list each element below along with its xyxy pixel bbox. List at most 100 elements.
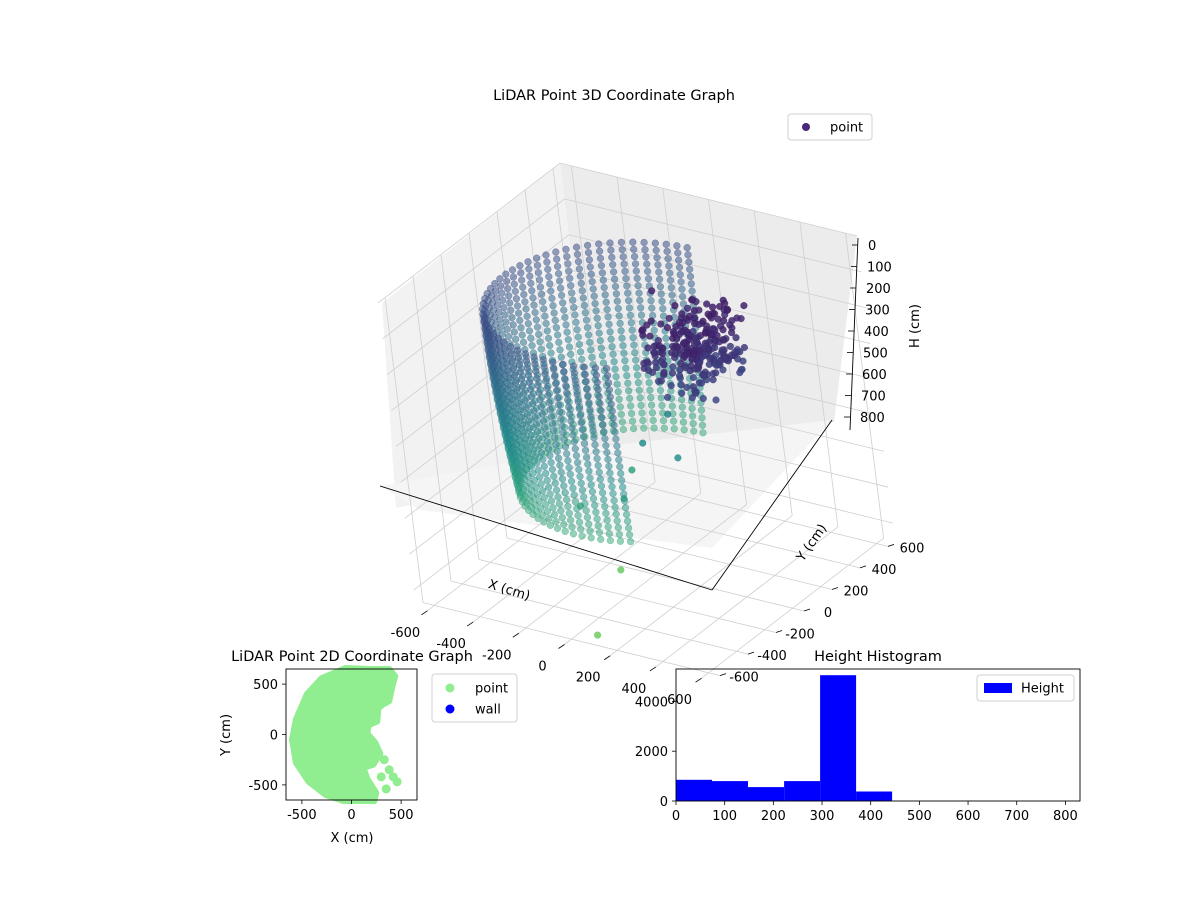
grid-3d-line <box>382 198 862 340</box>
point-3d <box>645 378 653 387</box>
point-3d <box>632 364 641 372</box>
z-tick-label: 800 <box>860 411 885 426</box>
point-3d <box>646 332 654 340</box>
point-3d <box>637 304 645 312</box>
point-3d <box>537 480 545 488</box>
y-tick-mark <box>831 587 839 590</box>
point-3d <box>584 331 593 339</box>
point-3d <box>629 238 637 246</box>
point-3d <box>515 361 524 369</box>
point-3d <box>606 239 614 247</box>
point-3d <box>690 307 699 315</box>
point-3d <box>588 488 597 496</box>
point-3d <box>648 287 656 295</box>
point-3d <box>516 316 524 325</box>
point-3d <box>501 311 509 319</box>
point-3d <box>691 389 700 398</box>
point-3d <box>528 438 537 446</box>
point-3d <box>558 422 566 430</box>
point-3d <box>599 276 607 284</box>
point-3d <box>537 448 546 457</box>
point-3d <box>734 355 742 363</box>
point-3d <box>674 256 683 264</box>
point-3d <box>611 365 619 373</box>
point-3d <box>566 410 574 418</box>
point-3d <box>539 356 547 364</box>
histogram-title: Height Histogram <box>814 649 942 665</box>
point-3d <box>550 365 558 374</box>
histogram-bar <box>712 781 748 801</box>
point-3d <box>653 253 661 262</box>
point-3d <box>530 445 538 453</box>
point-3d <box>612 290 621 298</box>
point-3d <box>608 483 616 491</box>
point-3d <box>625 387 633 395</box>
z-axis-label: H (cm) <box>908 304 923 348</box>
point-3d <box>658 349 667 357</box>
point-3d <box>603 371 612 380</box>
point-3d <box>598 269 607 277</box>
point-3d <box>642 253 650 261</box>
point-3d <box>540 363 548 371</box>
point-3d <box>528 287 536 295</box>
z-tick-label: 600 <box>862 368 887 383</box>
point-3d <box>694 365 702 373</box>
point-3d <box>690 319 699 328</box>
y-tick-label: -200 <box>785 628 815 643</box>
point-3d <box>620 260 628 268</box>
point-3d <box>602 441 610 450</box>
point-3d <box>622 364 630 372</box>
point-3d <box>541 312 549 320</box>
point-3d <box>529 469 537 478</box>
point-3d <box>549 426 558 435</box>
point-3d <box>486 284 495 293</box>
point-3d <box>563 450 571 458</box>
point-3d <box>626 311 635 320</box>
point-3d <box>563 389 571 397</box>
point-3d <box>516 368 525 376</box>
z-tick-label: 200 <box>866 282 891 297</box>
point-3d <box>581 309 590 317</box>
point-3d <box>569 431 577 439</box>
point-3d <box>613 517 621 525</box>
histogram-legend-swatch <box>984 683 1012 693</box>
point-3d <box>561 313 569 322</box>
point-3d <box>697 406 706 414</box>
point-3d <box>604 455 612 464</box>
point-3d <box>579 432 588 441</box>
point-3d <box>596 399 604 408</box>
point-3d <box>631 348 639 357</box>
point-2d <box>379 755 389 765</box>
histogram-xtick-label: 200 <box>761 809 786 824</box>
point-3d <box>666 276 675 285</box>
x-tick-mark <box>558 644 565 649</box>
grid-3d-line <box>384 297 424 603</box>
legend-3d-box <box>787 113 873 141</box>
point-3d <box>669 417 678 425</box>
point-3d <box>627 402 635 410</box>
point-3d <box>533 459 541 467</box>
point-3d <box>555 338 563 347</box>
point-3d <box>522 305 530 313</box>
point-3d <box>635 289 643 297</box>
point-3d <box>522 357 531 365</box>
point-3d <box>619 425 628 434</box>
point-3d <box>664 410 672 418</box>
point-3d <box>544 265 552 273</box>
point-3d <box>569 530 578 538</box>
point-3d <box>670 425 678 433</box>
grid-3d-line <box>799 221 839 528</box>
point-3d <box>523 410 531 418</box>
point-3d <box>521 350 530 358</box>
point-3d <box>601 502 609 511</box>
point-3d <box>648 409 657 417</box>
point-3d <box>638 409 646 417</box>
point-3d <box>625 304 634 312</box>
point-3d <box>663 247 671 256</box>
point-3d <box>569 484 577 492</box>
point-3d <box>621 357 629 365</box>
point-3d <box>608 407 616 415</box>
point-3d <box>652 246 660 255</box>
point-3d <box>541 424 549 432</box>
point-3d <box>571 311 579 319</box>
